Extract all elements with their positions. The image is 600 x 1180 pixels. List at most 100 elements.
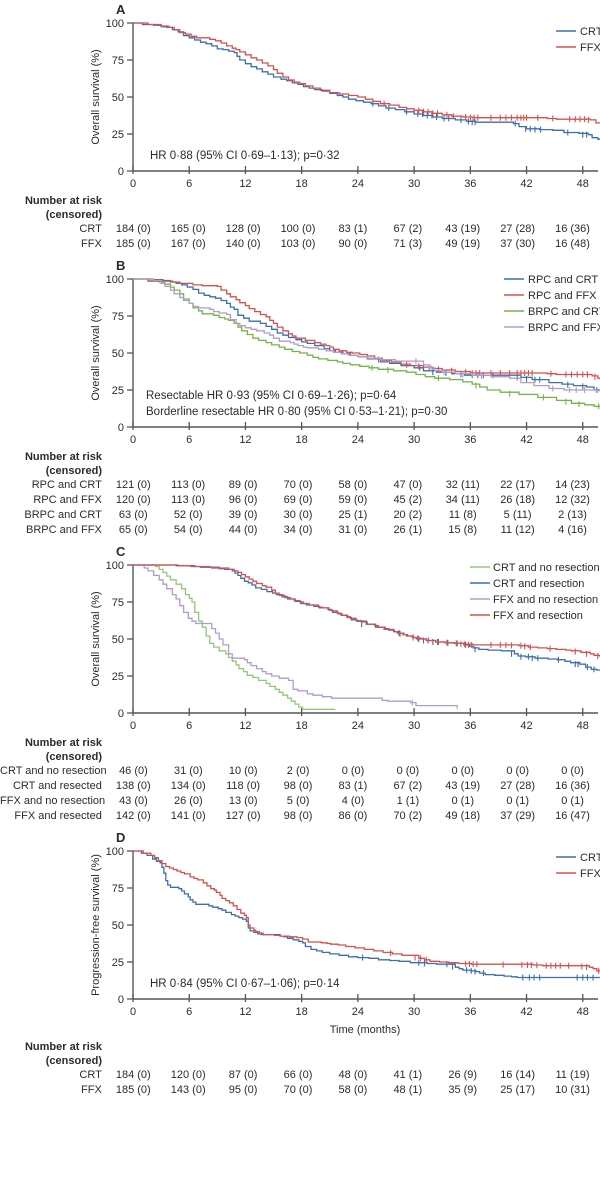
risk-cell: 48 (0): [338, 1069, 368, 1081]
panel-d-label: D: [116, 830, 126, 845]
risk-row: CRT and resected 138 (0) 134 (0) 118 (0) 98 …: [0, 779, 600, 794]
risk-cell: 43 (19): [445, 780, 481, 792]
series-CRT: [133, 22, 600, 140]
censor-marks-CRT and resection: [361, 621, 595, 673]
risk-row: FFX and no resection 43 (0) 26 (0) 13 (0) 5 …: [0, 794, 600, 809]
y-tick-label: 25: [112, 129, 124, 141]
risk-row-label: CRT and resected: [12, 780, 102, 792]
risk-row-label: BRPC and FFX: [26, 524, 102, 536]
risk-cell: 184 (0): [115, 1069, 151, 1081]
risk-cell: 22 (17): [500, 479, 536, 491]
risk-cell: 165 (0): [170, 223, 206, 235]
x-tick-label: 24: [352, 178, 364, 190]
risk-cell: 25 (17): [500, 1084, 536, 1096]
series-FFX and no resection: [133, 564, 458, 709]
y-axis-title: Overall survival (%): [90, 49, 102, 144]
legend-label: FFX and no resection: [493, 594, 598, 606]
y-tick-label: 0: [118, 994, 124, 1006]
x-tick-label: 42: [520, 1006, 532, 1018]
legend: CRT FFX: [556, 26, 600, 54]
risk-cell: 26 (9): [448, 1069, 478, 1081]
risk-cell: 184 (0): [115, 223, 151, 235]
y-tick-label: 50: [112, 634, 124, 646]
risk-cell: 90 (0): [338, 238, 368, 250]
y-axis-title: Progression-free survival (%): [90, 854, 102, 996]
x-tick-label: 30: [408, 178, 420, 190]
y-tick-label: 50: [112, 92, 124, 104]
risk-cell: 16 (14): [500, 1069, 536, 1081]
y-tick-label: 100: [106, 846, 124, 858]
x-tick-label: 48: [577, 178, 589, 190]
risk-cell: 43 (0): [119, 795, 148, 807]
panel-a: A 0 25 50 75 100 0 6 12 18 24 30 36 42 48 Overall surv…: [0, 2, 600, 252]
risk-cell: 34 (11): [445, 494, 480, 506]
x-tick-label: 18: [296, 434, 308, 446]
x-tick-label: 30: [408, 720, 420, 732]
risk-cell: 15 (8): [448, 524, 478, 536]
risk-cell: 67 (2): [393, 780, 423, 792]
series-CRT and no resection: [133, 564, 336, 710]
risk-cell: 113 (0): [171, 494, 206, 506]
x-tick-label: 30: [408, 434, 420, 446]
risk-cell: 47 (0): [393, 479, 423, 491]
x-tick-label: 12: [239, 434, 251, 446]
x-tick-label: 0: [130, 720, 136, 732]
y-tick-label: 50: [112, 920, 124, 932]
x-tick-label: 36: [464, 434, 476, 446]
risk-cell: 66 (0): [283, 1069, 313, 1081]
x-tick-label: 48: [577, 434, 589, 446]
y-tick-label: 75: [112, 883, 124, 895]
risk-cell: 59 (0): [338, 494, 368, 506]
risk-row-label: FFX: [81, 1084, 102, 1096]
risk-cell: 5 (0): [286, 795, 310, 807]
risk-cell: 5 (11): [503, 509, 532, 521]
legend: CRT and no resection CRT and resection FFX…: [470, 562, 600, 622]
risk-cell: 48 (1): [393, 1084, 423, 1096]
risk-cell: 95 (0): [228, 1084, 258, 1096]
x-tick-label: 18: [296, 178, 308, 190]
hr-annotation: Borderline resectable HR 0·80 (95% CI 0·…: [146, 406, 447, 418]
risk-cell: 0 (0): [341, 765, 365, 777]
x-tick-label: 30: [408, 1006, 420, 1018]
risk-row-label: FFX: [81, 238, 102, 250]
risk-cell: 134 (0): [170, 780, 206, 792]
risk-cell: 69 (0): [283, 494, 313, 506]
censor-marks-CRT: [372, 100, 588, 138]
censor-marks-FFX: [390, 950, 600, 974]
x-tick-label: 12: [239, 178, 251, 190]
y-tick-label: 75: [112, 55, 124, 67]
risk-cell: 0 (0): [506, 765, 529, 777]
x-tick-label: 36: [464, 1006, 476, 1018]
risk-cell: 12 (32): [555, 494, 590, 506]
risk-header-line1: Number at risk: [24, 1041, 102, 1053]
legend-label: CRT and no resection: [493, 562, 600, 574]
panel-d: D 0 25 50 75 100 0 6 12 18 24 30 36 42 48 Progression-…: [0, 830, 600, 1098]
risk-cell: 30 (0): [283, 509, 313, 521]
risk-cell: 58 (0): [338, 1084, 368, 1096]
risk-cell: 185 (0): [115, 1084, 151, 1096]
risk-cell: 100 (0): [280, 223, 316, 235]
risk-row-label: CRT: [79, 223, 102, 235]
km-plot-a: 0 25 50 75 100 0 6 12 18 24 30 36 42 48 Overall surviv…: [90, 18, 600, 190]
panel-b-label: B: [116, 258, 126, 273]
risk-cell: 49 (19): [445, 238, 481, 250]
legend: CRT FFX: [556, 852, 600, 880]
panel-b: B 0 25 50 75 100 0 6 12 18 24 30 36 42 48 Overall surv…: [0, 258, 600, 538]
risk-cell: 44 (0): [228, 524, 258, 536]
risk-cell: 41 (1): [393, 1069, 423, 1081]
risk-cell: 35 (9): [448, 1084, 478, 1096]
risk-cell: 70 (2): [393, 810, 423, 822]
axes: 0 25 50 75 100 0 6 12 18 24 30 36 42 48: [106, 274, 598, 446]
risk-cell: 31 (0): [338, 524, 368, 536]
legend-label: FFX: [580, 42, 600, 54]
risk-cell: 26 (1): [393, 524, 423, 536]
y-tick-label: 100: [106, 18, 124, 30]
risk-cell: 113 (0): [171, 479, 206, 491]
risk-rows-c: CRT and no resection 46 (0) 31 (0) 10 (0) 2 …: [0, 764, 600, 824]
x-tick-label: 6: [186, 1006, 192, 1018]
y-tick-label: 0: [118, 708, 124, 720]
legend-label: CRT and resection: [493, 578, 584, 590]
y-tick-label: 25: [112, 957, 124, 969]
risk-table-b: Number at risk (censored) RPC and CRT 121…: [0, 450, 600, 538]
hr-annotation: HR 0·88 (95% CI 0·69–1·13); p=0·32: [150, 150, 340, 162]
